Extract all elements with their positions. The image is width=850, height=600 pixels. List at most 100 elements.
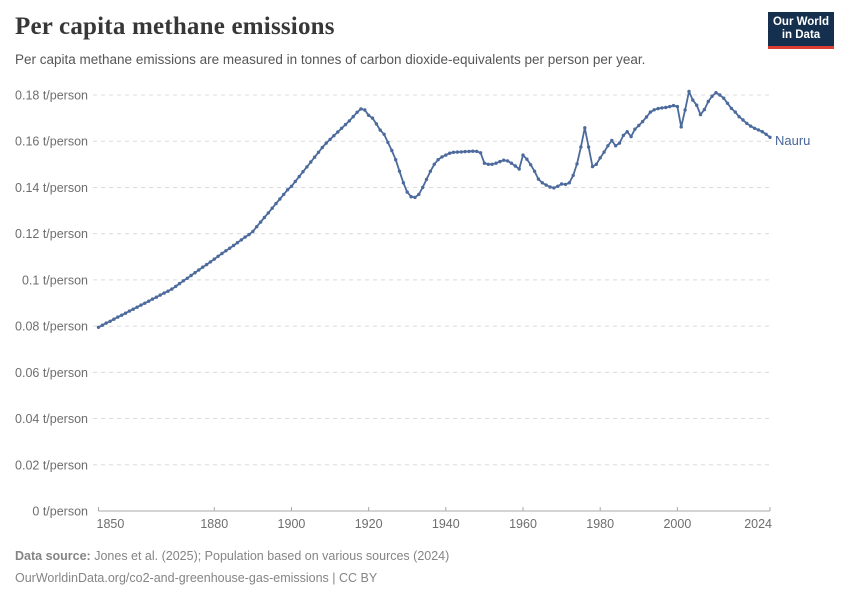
data-point [390, 148, 394, 153]
data-point [629, 134, 633, 139]
logo-line1: Our World [772, 16, 829, 28]
data-point [459, 150, 463, 154]
data-point [224, 249, 228, 253]
data-point [251, 229, 255, 234]
data-point [120, 313, 124, 317]
y-tick-label: 0 t/person [32, 505, 88, 519]
data-point [706, 99, 710, 104]
data-point [162, 291, 166, 295]
x-tick-label: 1900 [278, 517, 306, 531]
data-point [139, 303, 143, 307]
data-point [668, 104, 672, 109]
data-point [424, 177, 429, 182]
data-point [448, 151, 452, 155]
data-point [285, 188, 290, 192]
data-point [521, 153, 525, 157]
data-point [231, 243, 236, 248]
data-point [556, 184, 560, 188]
x-tick-label: 2000 [663, 517, 691, 531]
data-point [637, 123, 641, 128]
data-point [413, 195, 417, 200]
data-point [529, 163, 533, 167]
data-point [436, 158, 440, 162]
data-point [621, 133, 626, 138]
data-point [421, 185, 425, 190]
data-point [444, 153, 448, 157]
data-point [613, 144, 618, 148]
y-tick-label: 0.12 t/person [15, 227, 88, 241]
data-point [756, 128, 761, 132]
data-point [378, 128, 382, 132]
data-point [579, 145, 583, 149]
data-point [575, 162, 579, 166]
data-point [278, 197, 282, 201]
data-point [471, 149, 475, 153]
data-point [131, 307, 135, 311]
data-point [405, 190, 409, 194]
data-point [737, 115, 741, 119]
data-point [722, 96, 726, 100]
data-point [675, 104, 680, 109]
data-point [309, 160, 313, 164]
data-point [741, 118, 745, 122]
data-point [366, 113, 371, 118]
data-point [725, 101, 730, 106]
chart-footer: Data source: Jones et al. (2025); Popula… [15, 545, 449, 589]
data-point [432, 162, 436, 166]
data-point [112, 317, 116, 321]
data-point [212, 257, 216, 261]
data-point [505, 159, 510, 163]
data-point [255, 225, 259, 229]
footer-license-line: OurWorldinData.org/co2-and-greenhouse-ga… [15, 567, 449, 589]
data-point [517, 167, 521, 171]
data-point [382, 132, 386, 136]
series-end-label[interactable]: Nauru [775, 133, 811, 148]
data-point [201, 265, 205, 269]
data-point [301, 170, 305, 174]
data-point [652, 108, 656, 112]
x-tick-label: 2024 [744, 517, 772, 531]
y-tick-label: 0.04 t/person [15, 412, 88, 426]
data-point [745, 121, 749, 126]
data-point [181, 279, 186, 283]
data-point [683, 108, 687, 112]
data-point [143, 301, 147, 305]
data-point [768, 135, 772, 139]
logo-line2: in Data [781, 29, 821, 41]
data-point [671, 103, 676, 108]
data-point [289, 184, 294, 188]
data-point [567, 181, 571, 185]
data-point [374, 122, 379, 126]
data-point [305, 165, 309, 169]
data-series-line[interactable] [98, 90, 771, 329]
data-point [343, 122, 348, 127]
data-point [467, 149, 471, 154]
data-point [536, 177, 541, 181]
owid-logo[interactable]: Our World in Data [768, 12, 834, 49]
data-point [170, 287, 174, 291]
data-point [475, 149, 479, 154]
data-point [332, 134, 336, 138]
footer-url-link[interactable]: OurWorldinData.org/co2-and-greenhouse-ga… [15, 571, 329, 585]
y-tick-label: 0.08 t/person [15, 320, 88, 334]
y-tick-label: 0.1 t/person [22, 273, 88, 287]
data-point [586, 145, 591, 149]
data-point [239, 238, 243, 242]
data-point [648, 110, 653, 114]
data-point [417, 192, 421, 197]
data-point [695, 103, 699, 107]
data-source-label: Data source: [15, 549, 91, 563]
data-point [324, 141, 328, 145]
data-point [660, 106, 664, 110]
data-point [548, 185, 552, 189]
data-point [687, 89, 691, 94]
data-point [610, 138, 614, 143]
data-point [189, 273, 193, 278]
x-tick-label: 1940 [432, 517, 460, 531]
data-point [401, 181, 406, 185]
data-point [764, 132, 768, 136]
data-point [96, 325, 101, 329]
data-point [733, 110, 737, 114]
x-tick-label: 1850 [97, 517, 125, 531]
